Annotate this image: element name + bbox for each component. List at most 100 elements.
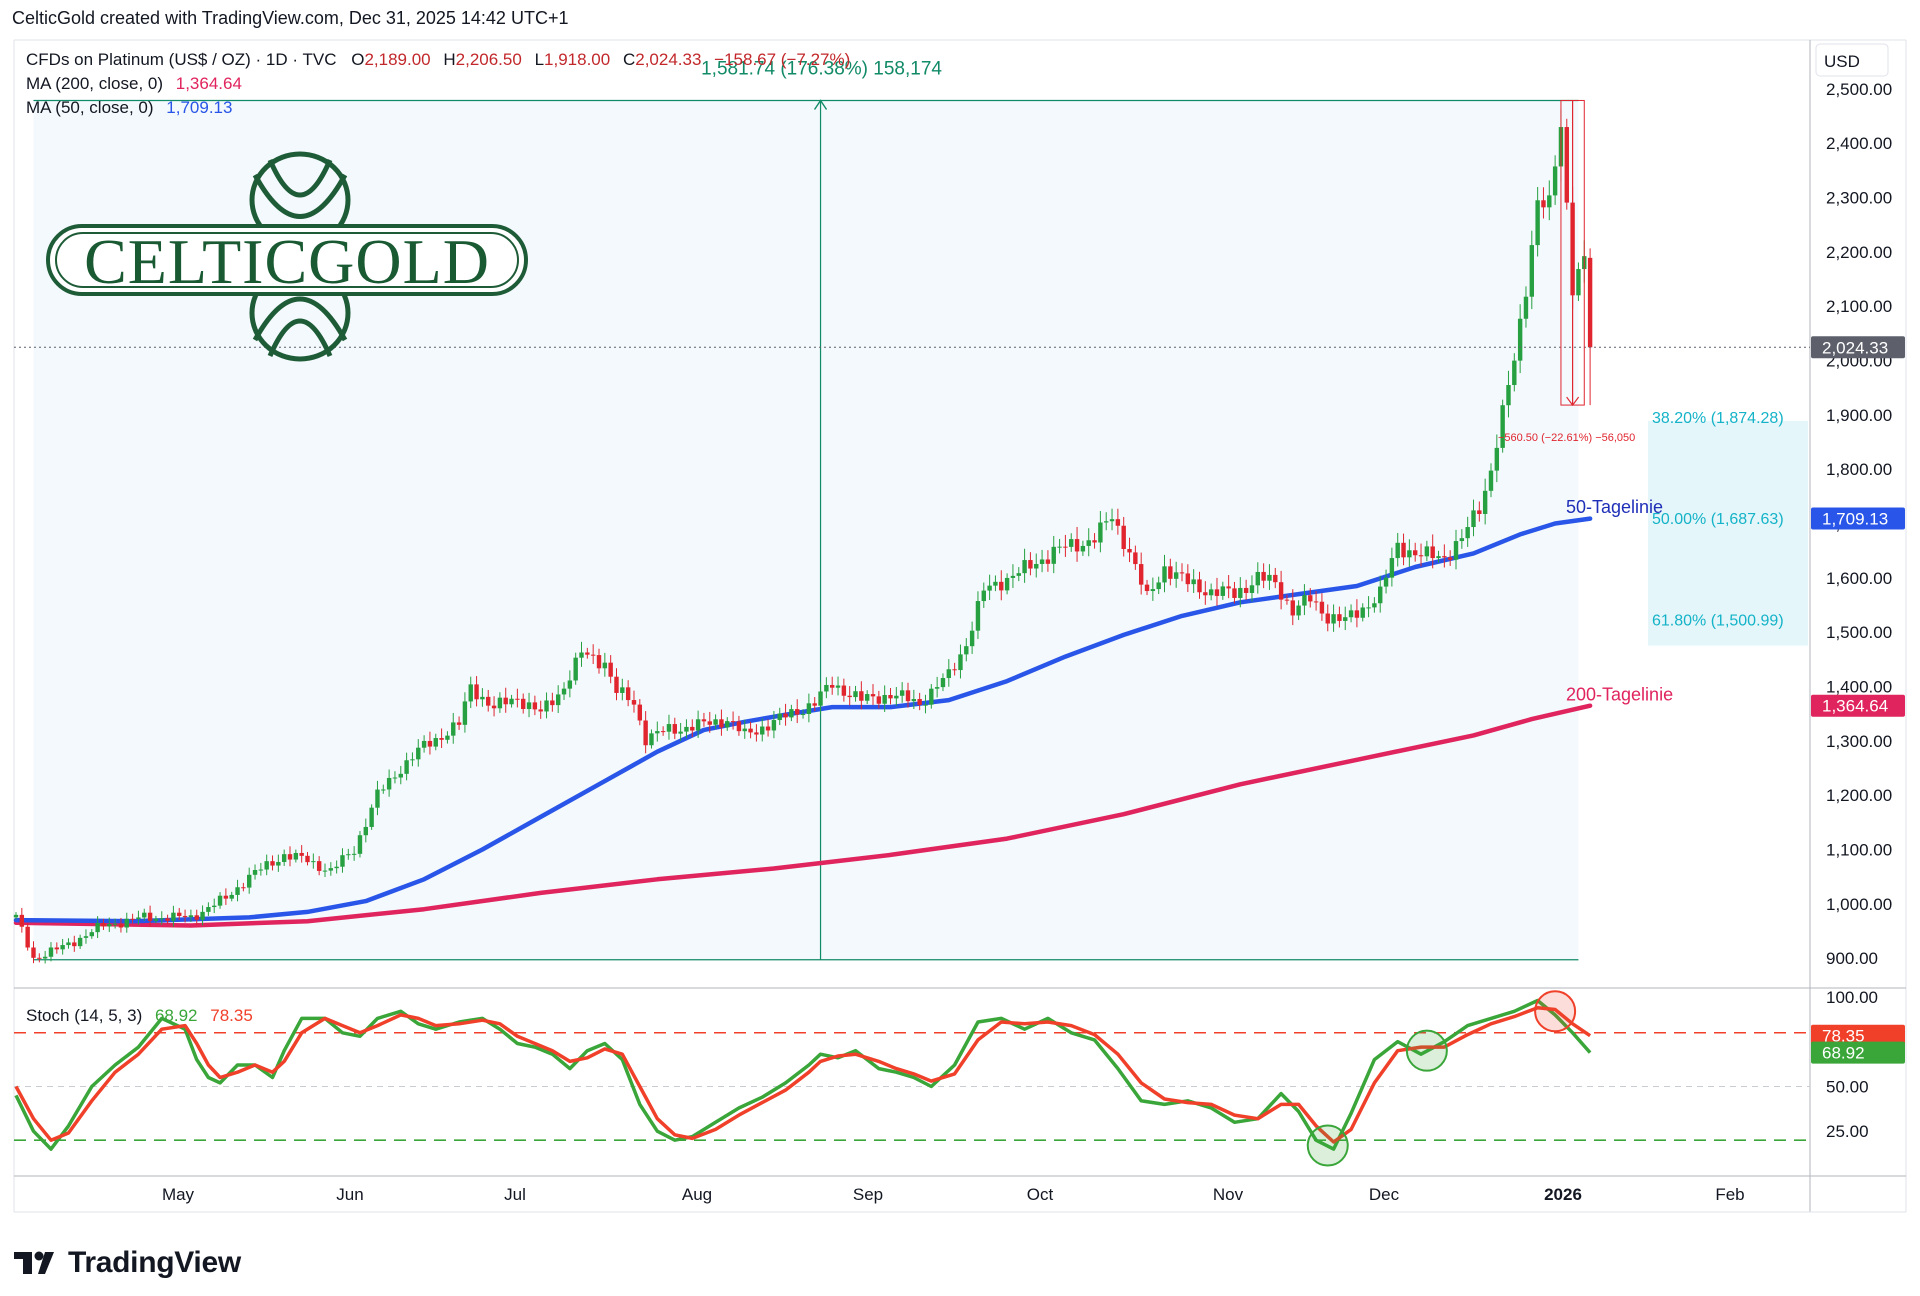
candle[interactable] [1308,588,1313,608]
candle[interactable] [637,699,643,726]
candle[interactable] [888,688,893,705]
candle[interactable] [66,938,71,949]
candle[interactable] [182,909,188,923]
candle[interactable] [101,918,106,930]
candle[interactable] [451,712,456,744]
candle[interactable] [258,862,264,876]
candle[interactable] [695,710,701,738]
candle[interactable] [538,700,543,719]
candle[interactable] [1442,544,1447,568]
candle[interactable] [684,719,689,739]
candle[interactable] [322,863,328,877]
candle[interactable] [1203,581,1208,605]
candle[interactable] [1022,548,1027,583]
candle[interactable] [468,676,473,709]
candle[interactable] [544,692,549,719]
candle[interactable] [905,682,911,708]
candle[interactable] [171,905,176,927]
candle[interactable] [1541,187,1546,219]
candle[interactable] [835,676,841,696]
candle[interactable] [118,917,124,933]
candle[interactable] [1436,550,1441,563]
candle[interactable] [252,864,258,880]
candle[interactable] [1057,538,1062,554]
candle[interactable] [1273,567,1278,589]
candle[interactable] [847,686,852,706]
candle[interactable] [561,682,567,700]
candle[interactable] [1214,577,1220,606]
candle[interactable] [975,591,981,640]
candle[interactable] [474,676,479,707]
candle[interactable] [911,689,917,710]
candle[interactable] [1179,563,1185,582]
candle[interactable] [1290,589,1295,626]
candle[interactable] [177,907,182,921]
candle[interactable] [1104,512,1109,531]
candle[interactable] [894,687,899,706]
candle[interactable] [742,719,747,739]
candle[interactable] [107,917,112,932]
candle[interactable] [340,848,345,873]
candle[interactable] [433,733,438,751]
candle[interactable] [521,693,526,714]
candle[interactable] [725,717,730,731]
tradingview-logo[interactable]: TradingView [14,1246,241,1280]
candle[interactable] [1576,262,1581,301]
candle[interactable] [602,652,608,677]
candle[interactable] [112,918,118,929]
candle[interactable] [264,854,269,876]
candle[interactable] [940,673,946,692]
candle[interactable] [287,846,293,867]
candle[interactable] [672,717,677,740]
candle[interactable] [1127,537,1132,563]
candle[interactable] [159,911,164,925]
candle[interactable] [643,711,648,754]
candle[interactable] [795,699,800,724]
candle[interactable] [1354,599,1360,628]
candle[interactable] [882,685,887,712]
candle[interactable] [1500,399,1505,453]
candle[interactable] [1529,230,1534,310]
candle[interactable] [1144,579,1150,596]
candle[interactable] [392,771,398,784]
candle[interactable] [1512,353,1517,392]
candle[interactable] [800,709,806,719]
candle[interactable] [771,710,777,739]
candle[interactable] [1208,583,1214,601]
candle[interactable] [719,709,724,736]
candle[interactable] [1156,576,1161,595]
candle[interactable] [678,722,683,742]
candle[interactable] [1337,606,1342,628]
candle[interactable] [1284,594,1290,605]
candle[interactable] [153,915,159,924]
candle[interactable] [456,716,462,730]
candle[interactable] [346,848,351,860]
candle[interactable] [1232,581,1237,604]
candle[interactable] [1150,577,1156,601]
candle[interactable] [439,728,444,748]
candle[interactable] [89,929,94,939]
candle[interactable] [1109,508,1115,531]
candle[interactable] [25,923,30,951]
price-axis[interactable]: 900.00 1,000.00 1,100.00 1,200.00 1,300.00 1,… [1826,80,1892,968]
candle[interactable] [48,942,54,962]
candle[interactable] [1249,575,1255,602]
candle[interactable] [270,855,275,871]
candle[interactable] [690,719,695,738]
candle[interactable] [736,715,742,736]
candle[interactable] [1191,569,1196,593]
candle[interactable] [1494,434,1500,483]
candle[interactable] [305,852,310,866]
candle[interactable] [19,907,25,933]
candle[interactable] [1115,508,1121,535]
candle[interactable] [579,641,584,667]
candle[interactable] [1477,501,1482,522]
candle[interactable] [509,694,514,708]
candle[interactable] [1453,529,1459,570]
candle[interactable] [381,784,386,794]
candle[interactable] [1547,180,1552,221]
candle[interactable] [416,739,421,767]
candle[interactable] [555,685,561,713]
candle[interactable] [859,681,864,710]
candle[interactable] [293,849,299,863]
